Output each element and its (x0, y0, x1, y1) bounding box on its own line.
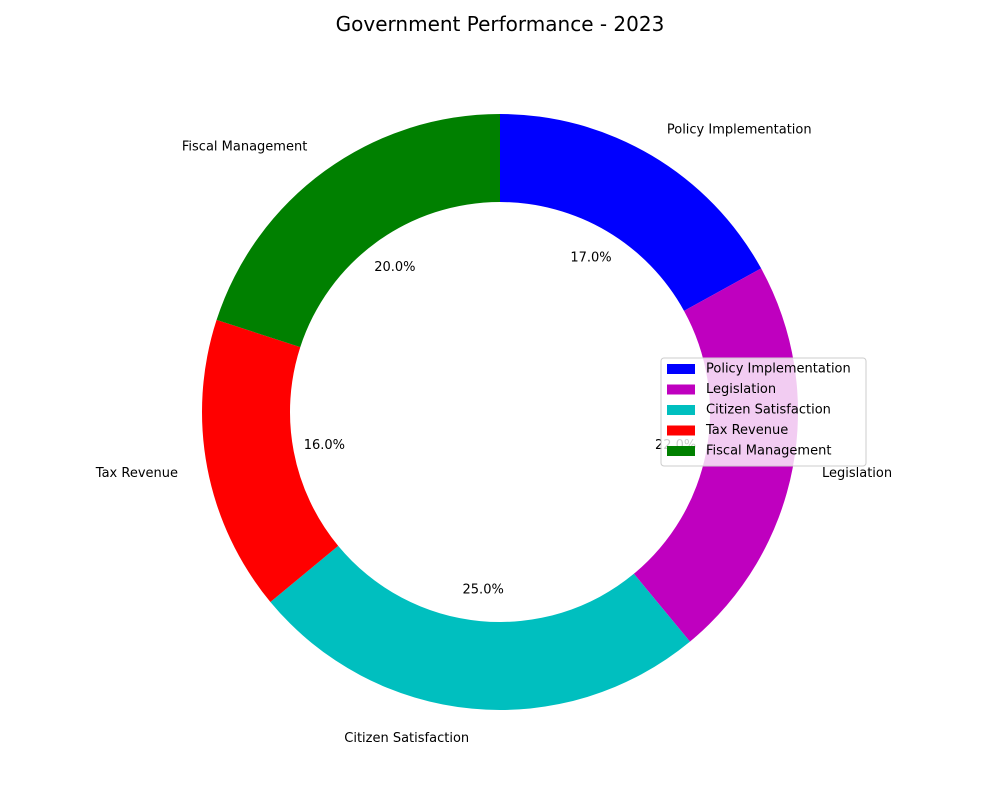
legend-swatch-policy-implementation (667, 364, 695, 374)
legend-label-fiscal-management: Fiscal Management (706, 444, 831, 459)
chart-title: Government Performance - 2023 (336, 12, 665, 36)
legend-swatch-tax-revenue (667, 425, 695, 436)
legend: Policy Implementation Legislation Citizen … (660, 357, 867, 467)
slice-label-tax-revenue: Tax Revenue (95, 466, 178, 481)
legend-label-citizen-satisfaction: Citizen Satisfaction (706, 403, 831, 418)
legend-label-legislation: Legislation (706, 382, 776, 397)
legend-label-policy-implementation: Policy Implementation (706, 362, 851, 377)
slice-label-fiscal-management: Fiscal Management (182, 139, 307, 154)
slice-tax-revenue (202, 319, 339, 602)
slice-label-legislation: Legislation (822, 466, 892, 481)
slice-label-citizen-satisfaction: Citizen Satisfaction (344, 731, 469, 746)
slice-label-policy-implementation: Policy Implementation (667, 122, 812, 137)
percent-label-policy-implementation: 17.0% (570, 251, 611, 266)
legend-swatch-fiscal-management (667, 446, 695, 456)
legend-swatch-legislation (667, 384, 695, 395)
slice-policy-implementation (500, 114, 762, 311)
legend-frame (660, 357, 867, 467)
percent-labels: 17.0%22.0%25.0%16.0%20.0% (304, 251, 697, 598)
legend-swatch-citizen-satisfaction (667, 405, 695, 415)
legend-items: Policy Implementation Legislation Citizen … (667, 362, 851, 459)
percent-label-tax-revenue: 16.0% (304, 438, 345, 453)
slice-fiscal-management (216, 114, 501, 348)
percent-label-fiscal-management: 20.0% (374, 260, 415, 275)
slice-labels: Policy Implementation Legislation Citizen … (95, 122, 892, 745)
slice-citizen-satisfaction (270, 545, 690, 711)
legend-label-tax-revenue: Tax Revenue (705, 423, 788, 438)
percent-label-citizen-satisfaction: 25.0% (463, 583, 504, 598)
